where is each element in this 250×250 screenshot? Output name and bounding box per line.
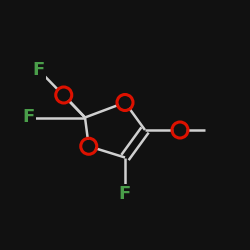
Circle shape [118, 96, 132, 109]
Circle shape [173, 123, 187, 137]
Text: F: F [22, 108, 35, 126]
Circle shape [57, 88, 70, 102]
Text: F: F [119, 185, 131, 203]
Circle shape [82, 140, 96, 153]
Text: F: F [32, 61, 45, 79]
